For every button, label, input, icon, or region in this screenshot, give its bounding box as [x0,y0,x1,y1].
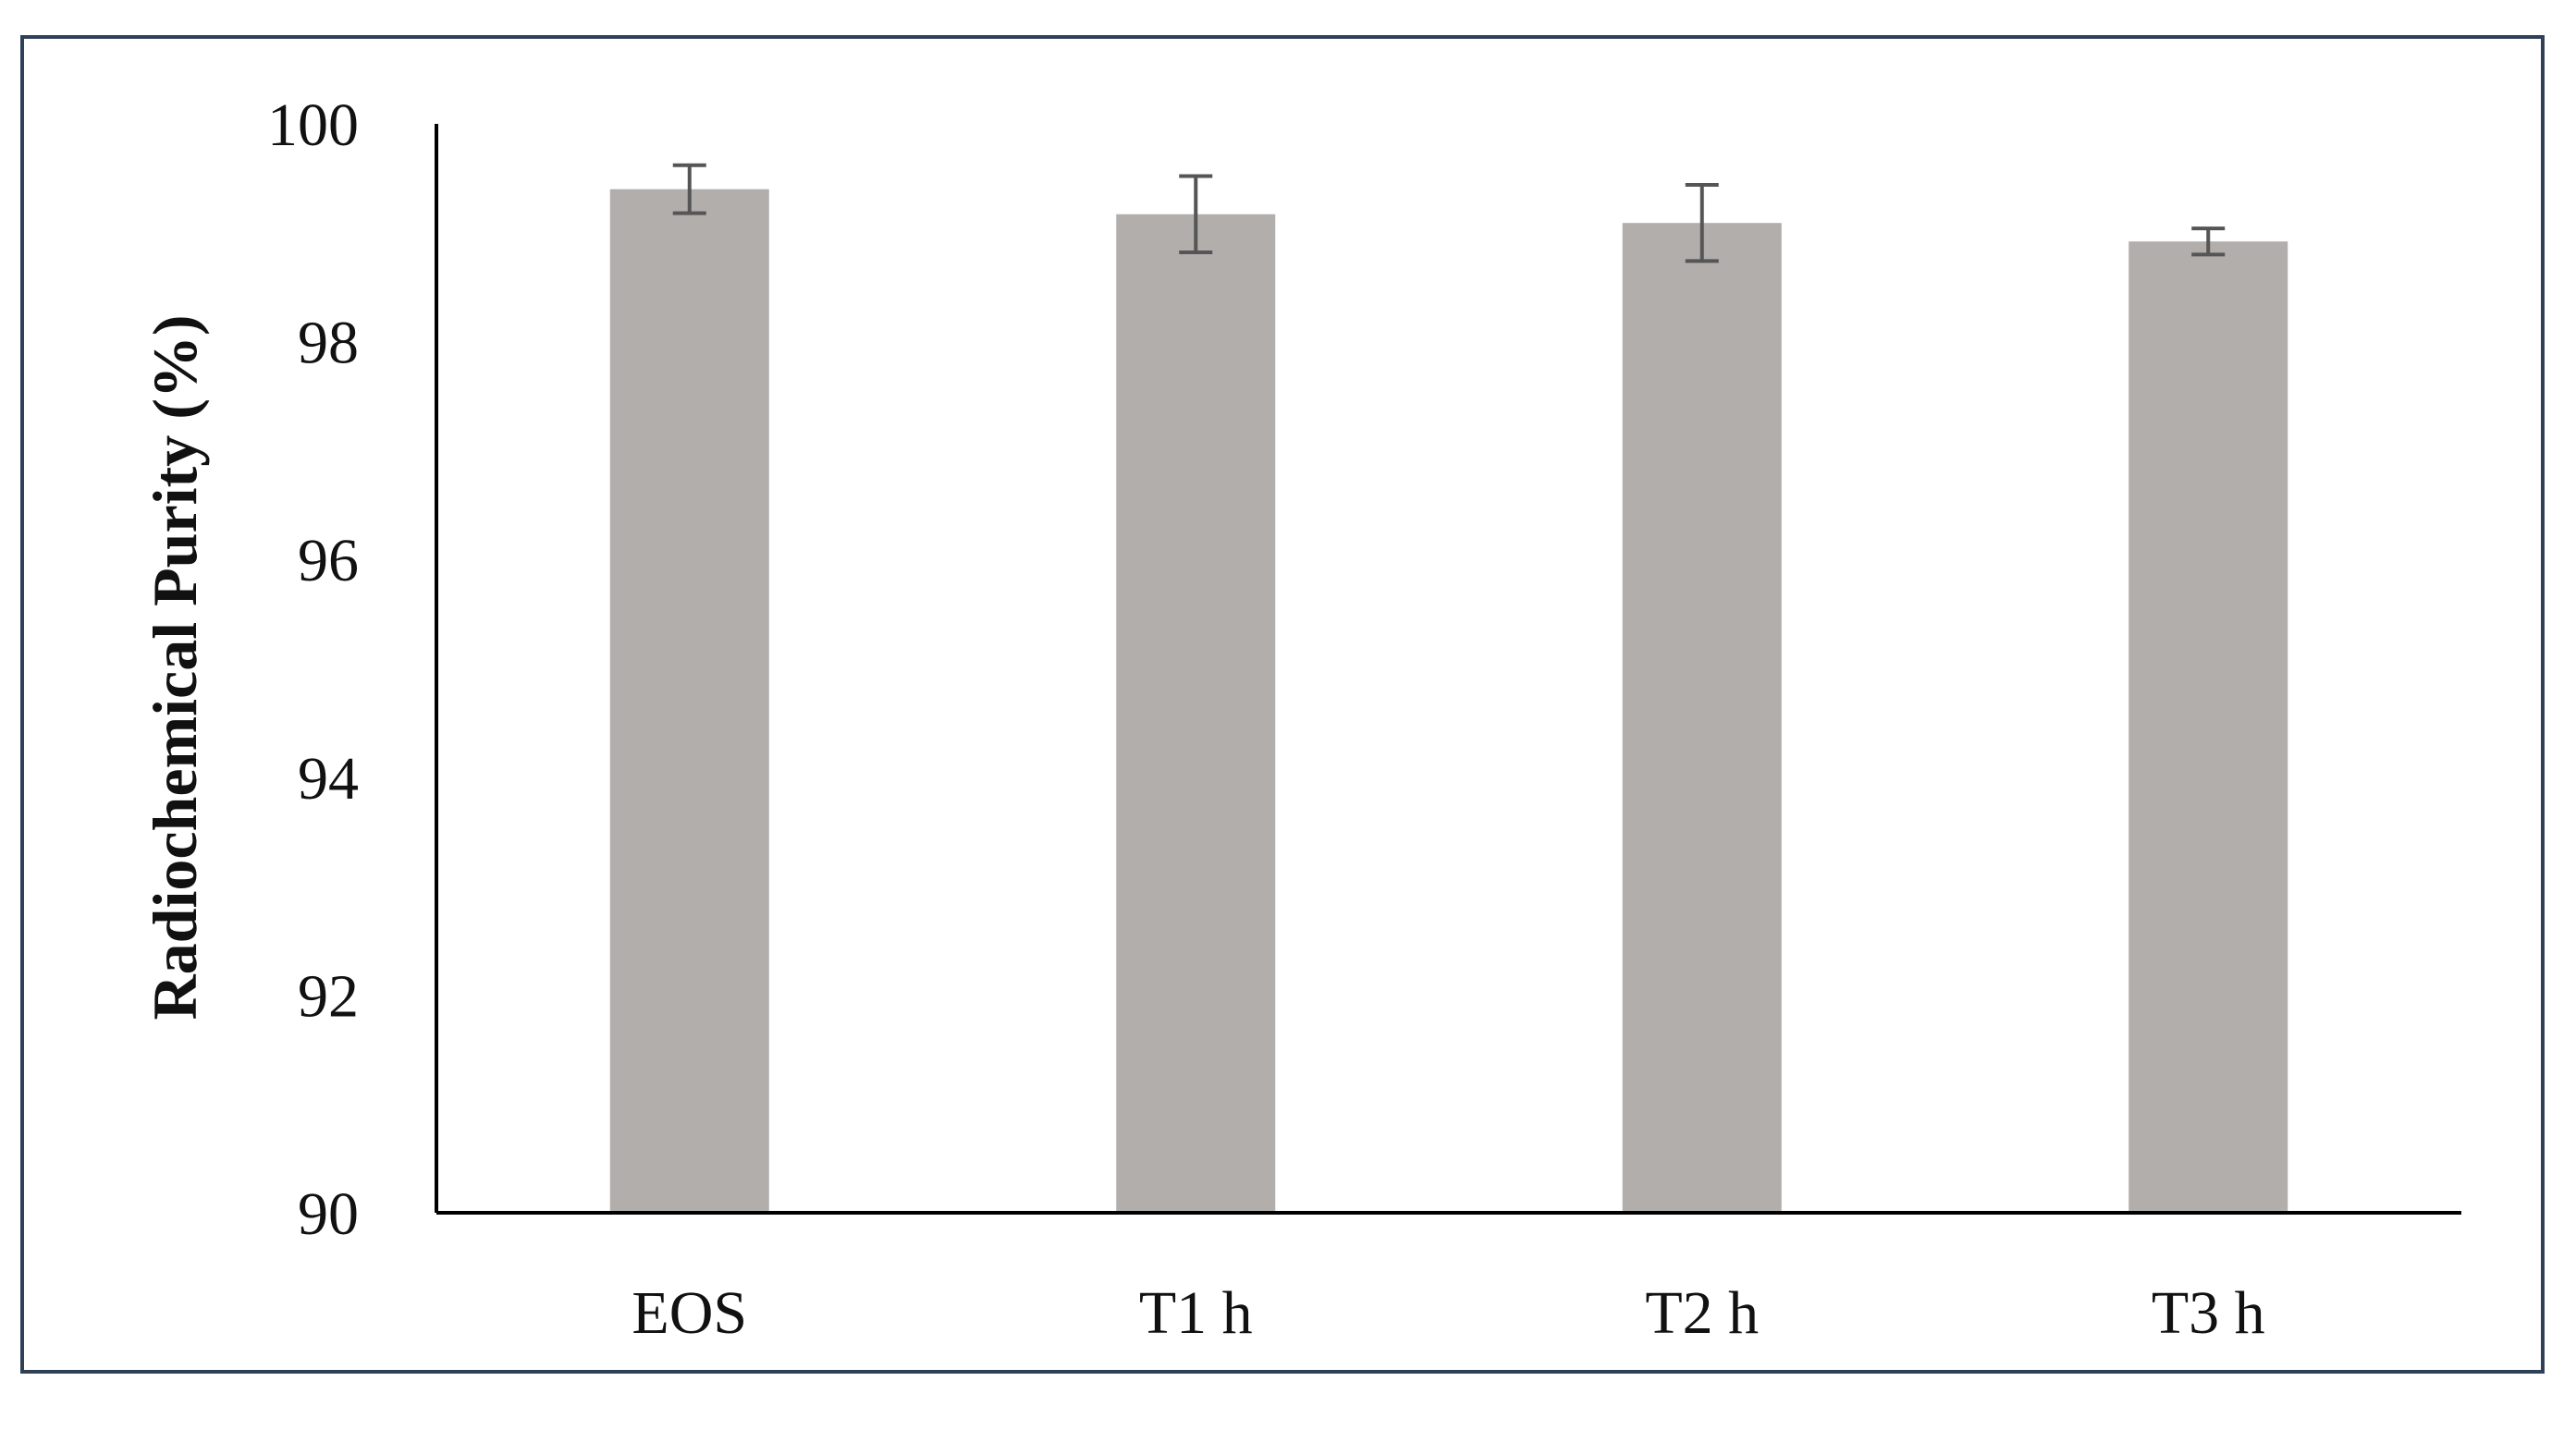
y-tick-label: 94 [298,745,359,813]
bar [2128,241,2288,1213]
error-bar [1685,182,1719,263]
bar [1622,223,1782,1213]
error-bars-layer [672,163,2226,263]
x-tick-label: T2 h [1645,1279,1759,1347]
x-tick-label: T3 h [2152,1279,2265,1347]
y-axis-title: Radiochemical Purity (%) [140,315,210,1021]
y-tick-label: 98 [298,310,359,377]
error-bar [1179,174,1213,255]
error-bar [672,163,706,215]
bar [1116,214,1276,1213]
error-bar [2191,226,2226,257]
y-tick-label: 90 [298,1180,359,1248]
bar [609,189,769,1214]
x-tick-labels: EOS T1 h T2 h T3 h [632,1279,2264,1347]
y-tick-label: 96 [298,527,359,594]
x-tick-label: EOS [632,1279,747,1347]
y-tick-label: 92 [298,962,359,1030]
bars-layer [609,189,2288,1214]
chart-frame [20,35,2545,1374]
axes-layer [435,124,2461,1215]
x-tick-label: T1 h [1139,1279,1253,1347]
y-tick-label: 100 [267,92,359,159]
y-tick-labels: 90 92 94 96 98 100 [267,92,359,1248]
